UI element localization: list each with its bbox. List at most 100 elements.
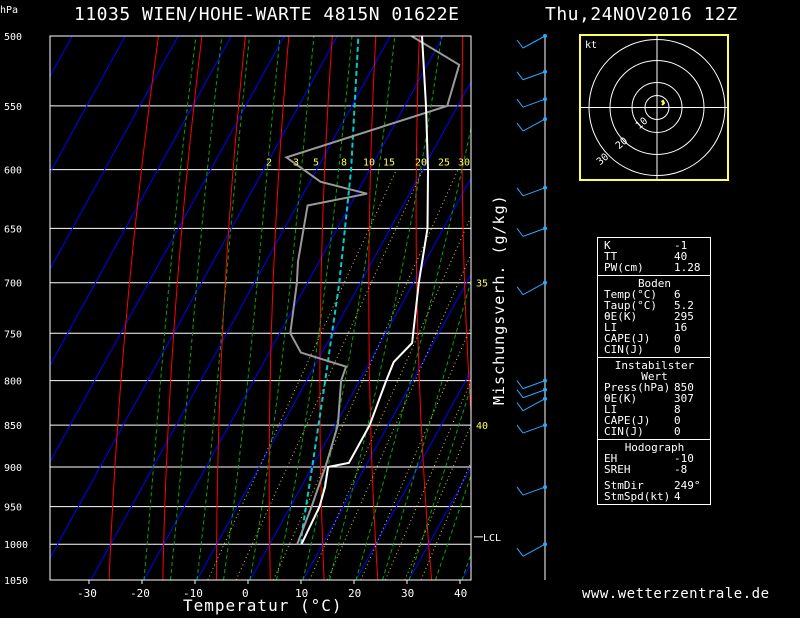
- wind-barb-staff: [522, 380, 546, 390]
- pressure-tick-label: 600: [4, 166, 22, 177]
- dry-adiabat-line: [216, 36, 246, 580]
- index-row: EH -10: [604, 452, 694, 465]
- x-tick-label: -10: [183, 587, 203, 600]
- index-row: θE(K) 295: [604, 310, 694, 323]
- wind-barb-staff: [522, 98, 546, 108]
- dry-adiabat-line: [368, 36, 379, 580]
- moist-adiabat-line: [302, 36, 396, 580]
- mixing-ratio-tick-label: 3: [293, 158, 299, 169]
- isotherm-line: [50, 36, 285, 463]
- wind-barb-flag: [516, 424, 524, 434]
- dry-adiabat-line: [724, 36, 800, 580]
- moist-adiabat-line: [223, 36, 281, 580]
- hodograph-ring-label: 30: [595, 152, 611, 168]
- mixing-ratio-tick-label: 35: [476, 279, 488, 290]
- isotherm-line: [355, 369, 471, 580]
- isotherm-line: [50, 36, 126, 174]
- general-indices: K -1 TT 40 PW(cm) 1.28: [598, 238, 710, 275]
- moist-adiabat-line: [249, 36, 315, 580]
- plot-frame: [49, 35, 472, 581]
- x-tick-label: 10: [295, 587, 308, 600]
- pressure-tick-label: 550: [4, 102, 22, 113]
- wind-barb-flag: [516, 486, 524, 496]
- mixing-ratio-tick-label: 30: [458, 158, 470, 169]
- index-row: StmDir 249°: [604, 479, 701, 492]
- wind-barb-flag: [516, 402, 524, 412]
- wind-barb-flag: [516, 547, 524, 557]
- x-tick-label: 20: [348, 587, 361, 600]
- source-website[interactable]: www.wetterzentrale.de: [582, 586, 770, 602]
- x-tick-label: 40: [454, 587, 467, 600]
- moist-adiabat-line: [196, 36, 251, 580]
- isotherm-line: [408, 466, 471, 580]
- mixing-ratio-tick-label: 5: [313, 158, 319, 169]
- wind-barb-flag: [516, 228, 524, 237]
- pressure-tick-label: 900: [4, 463, 22, 474]
- mixing-ratio-tick-label: 25: [438, 158, 450, 169]
- pressure-tick-label: 750: [4, 329, 22, 340]
- x-tick-label: 0: [242, 587, 249, 600]
- wind-barb-staff: [522, 486, 546, 496]
- pressure-tick-label: 700: [4, 279, 22, 290]
- x-tick-label: -20: [130, 587, 150, 600]
- wind-barb-staff: [522, 282, 546, 296]
- index-row: TT 40: [604, 250, 688, 263]
- hodograph-ring: [609, 60, 705, 155]
- isotherm-line: [196, 80, 471, 580]
- index-row: LI 16: [604, 321, 688, 334]
- index-row: CAPE(J) 0: [604, 414, 681, 427]
- isotherm-line: [249, 177, 471, 580]
- index-row: K -1: [604, 239, 688, 252]
- hodograph-trace: [660, 99, 666, 106]
- section-title: Boden: [637, 277, 672, 290]
- mixing-ratio-line: [326, 253, 471, 580]
- isotherm-line: [302, 273, 471, 580]
- wind-barb-flag: [516, 286, 524, 296]
- dry-adiabat-line: [767, 36, 800, 580]
- sounding-datetime: Thu,24NOV2016 12Z: [545, 4, 738, 25]
- mixing-ratio-line: [420, 460, 471, 580]
- mixing-ratio-line: [360, 325, 471, 580]
- station-title: 11035 WIEN/HOHE-WARTE 4815N 01622E: [74, 4, 460, 25]
- pressure-tick-label: 500: [4, 32, 22, 43]
- wind-barb-flag: [516, 98, 524, 108]
- dry-adiabat-line: [506, 36, 539, 580]
- wind-barb-flag: [516, 389, 524, 399]
- hodograph-unit-label: kt: [585, 40, 597, 51]
- isotherm-line: [50, 36, 179, 271]
- wind-barb-staff: [522, 187, 546, 197]
- isotherm-line: [50, 36, 232, 367]
- moist-adiabat-line: [143, 36, 197, 580]
- moist-adiabat-line: [355, 125, 471, 580]
- index-row: SREH -8: [604, 463, 688, 476]
- hodograph-ring-label: 20: [614, 136, 630, 152]
- dry-adiabat-line: [550, 36, 593, 580]
- moist-adiabat-line: [435, 473, 471, 580]
- index-row: Press(hPa) 850: [604, 381, 694, 394]
- index-row: CIN(J) 0: [604, 343, 681, 356]
- index-row: Temp(°C) 6: [604, 288, 681, 301]
- hodograph-ring: [644, 95, 670, 120]
- wind-barb-staff: [522, 118, 546, 132]
- mixing-ratio-tick-label: 2: [266, 158, 272, 169]
- wind-barb-staff: [522, 227, 546, 237]
- wind-barb-flag: [516, 122, 524, 132]
- surface-indices: Boden Temp(°C) 6 Taup(°C) 5.2 θE(K) 295 LI 1…: [598, 275, 710, 357]
- hodograph-indices: Hodograph EH -10 SREH -8 StmDir 249° StmSpd…: [598, 439, 710, 504]
- moist-adiabat-line: [170, 36, 223, 580]
- wind-barb-flag: [516, 380, 524, 389]
- isotherm-line: [90, 36, 391, 580]
- wind-barb-flag: [516, 39, 524, 49]
- isotherm-line: [50, 36, 338, 560]
- temperature-profile-line: [300, 36, 430, 545]
- isotherm-line: [50, 36, 73, 78]
- section-title: Instabilster Wert: [614, 359, 695, 383]
- wind-barb-staff: [522, 424, 546, 434]
- section-title: Hodograph: [624, 441, 685, 454]
- pressure-unit-label: hPa: [0, 5, 19, 16]
- pressure-tick-label: 1050: [4, 576, 28, 587]
- dry-adiabat-line: [415, 36, 433, 580]
- mixing-ratio-tick-label: 8: [341, 158, 347, 169]
- pressure-tick-label: 650: [4, 224, 22, 235]
